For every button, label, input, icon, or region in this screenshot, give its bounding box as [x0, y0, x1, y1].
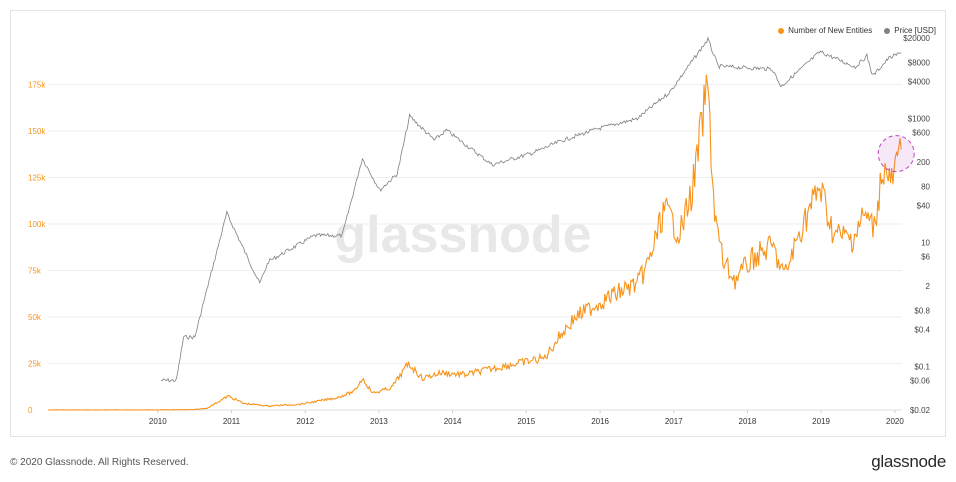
y-right-tick-0.8: $0.8 — [914, 307, 930, 316]
y-right-tick-600: $600 — [912, 128, 930, 137]
y-right-tick-20000: $20000 — [903, 34, 930, 43]
brand-logo: glassnode — [871, 452, 946, 471]
y-right-tick-10: 10 — [921, 239, 930, 248]
legend-item-new-entities[interactable]: Number of New Entities — [778, 26, 872, 35]
x-tick-2014: 2014 — [444, 417, 462, 426]
y-right-tick-0.1: $0.1 — [914, 363, 930, 372]
chart-legend: Number of New Entities Price [USD] — [778, 26, 936, 35]
x-tick-2016: 2016 — [591, 417, 609, 426]
x-tick-2013: 2013 — [370, 417, 388, 426]
x-tick-2018: 2018 — [739, 417, 757, 426]
watermark-text: glassnode — [334, 206, 591, 264]
legend-label-price: Price [USD] — [894, 26, 936, 35]
copyright-text: © 2020 Glassnode. All Rights Reserved. — [10, 457, 189, 468]
legend-label-new-entities: Number of New Entities — [788, 26, 873, 35]
y-right-tick-6: $6 — [921, 252, 930, 261]
x-tick-2015: 2015 — [517, 417, 535, 426]
price-legend-dot — [884, 27, 891, 34]
new-entities-series-line — [48, 74, 902, 411]
y-left-tick-175k: 175k — [28, 81, 46, 90]
y-left-tick-100k: 100k — [28, 220, 46, 229]
y-right-tick-0.4: $0.4 — [914, 325, 930, 334]
y-right-tick-1000: $1000 — [908, 115, 931, 124]
x-tick-2017: 2017 — [665, 417, 683, 426]
y-left-tick-25k: 25k — [28, 360, 42, 369]
y-left-tick-75k: 75k — [28, 267, 42, 276]
y-left-tick-0: 0 — [28, 406, 33, 415]
y-right-tick-2: 2 — [926, 282, 931, 291]
y-right-tick-8000: $8000 — [908, 59, 931, 68]
y-right-tick-4000: $4000 — [908, 77, 931, 86]
price-series-line — [160, 36, 902, 383]
y-right-tick-0.02: $0.02 — [910, 406, 931, 415]
y-left-tick-150k: 150k — [28, 127, 46, 136]
y-left-tick-125k: 125k — [28, 174, 46, 183]
y-right-tick-200: 200 — [917, 158, 931, 167]
x-tick-2011: 2011 — [223, 417, 241, 426]
y-left-tick-50k: 50k — [28, 313, 42, 322]
legend-item-price[interactable]: Price [USD] — [884, 26, 936, 35]
new-entities-legend-dot — [778, 27, 785, 34]
highlight-circle — [877, 135, 915, 173]
x-tick-2010: 2010 — [149, 417, 167, 426]
x-tick-2019: 2019 — [812, 417, 830, 426]
y-right-tick-40: $40 — [917, 201, 931, 210]
y-right-tick-0.06: $0.06 — [910, 376, 931, 385]
y-right-tick-80: 80 — [921, 183, 930, 192]
x-tick-2012: 2012 — [296, 417, 314, 426]
x-tick-2020: 2020 — [886, 417, 904, 426]
